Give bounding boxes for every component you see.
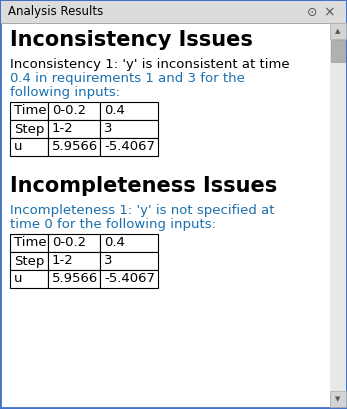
Text: 3: 3 (104, 123, 112, 135)
FancyBboxPatch shape (330, 23, 346, 407)
FancyBboxPatch shape (330, 23, 346, 39)
Text: time 0 for the following inputs:: time 0 for the following inputs: (10, 218, 216, 231)
Text: 0-0.2: 0-0.2 (52, 105, 86, 117)
Text: Incompleteness Issues: Incompleteness Issues (10, 176, 277, 196)
FancyBboxPatch shape (100, 252, 158, 270)
FancyBboxPatch shape (10, 234, 48, 252)
FancyBboxPatch shape (331, 40, 345, 62)
Text: Inconsistency 1: 'y' is inconsistent at time: Inconsistency 1: 'y' is inconsistent at … (10, 58, 290, 71)
Text: Time: Time (14, 236, 46, 249)
Text: 0-0.2: 0-0.2 (52, 236, 86, 249)
FancyBboxPatch shape (10, 252, 48, 270)
FancyBboxPatch shape (100, 138, 158, 156)
Text: -5.4067: -5.4067 (104, 272, 155, 285)
FancyBboxPatch shape (48, 120, 100, 138)
FancyBboxPatch shape (10, 120, 48, 138)
FancyBboxPatch shape (100, 234, 158, 252)
FancyBboxPatch shape (100, 120, 158, 138)
Text: 1-2: 1-2 (52, 123, 74, 135)
FancyBboxPatch shape (100, 102, 158, 120)
Text: following inputs:: following inputs: (10, 86, 120, 99)
FancyBboxPatch shape (330, 391, 346, 407)
FancyBboxPatch shape (10, 102, 48, 120)
FancyBboxPatch shape (48, 138, 100, 156)
FancyBboxPatch shape (100, 270, 158, 288)
Text: 5.9566: 5.9566 (52, 141, 98, 153)
FancyBboxPatch shape (10, 138, 48, 156)
FancyBboxPatch shape (10, 270, 48, 288)
Text: Step: Step (14, 254, 44, 267)
Text: ▼: ▼ (335, 396, 341, 402)
FancyBboxPatch shape (48, 270, 100, 288)
Text: 0.4 in requirements 1 and 3 for the: 0.4 in requirements 1 and 3 for the (10, 72, 245, 85)
Text: 1-2: 1-2 (52, 254, 74, 267)
Text: u: u (14, 141, 23, 153)
FancyBboxPatch shape (48, 252, 100, 270)
Text: ×: × (323, 5, 335, 19)
Text: Incompleteness 1: 'y' is not specified at: Incompleteness 1: 'y' is not specified a… (10, 204, 274, 217)
FancyBboxPatch shape (1, 1, 346, 23)
Text: ⊙: ⊙ (307, 5, 317, 18)
Text: Inconsistency Issues: Inconsistency Issues (10, 30, 253, 50)
Text: 0.4: 0.4 (104, 105, 125, 117)
Text: Time: Time (14, 105, 46, 117)
FancyBboxPatch shape (48, 102, 100, 120)
Text: 5.9566: 5.9566 (52, 272, 98, 285)
Text: -5.4067: -5.4067 (104, 141, 155, 153)
Text: Step: Step (14, 123, 44, 135)
Text: u: u (14, 272, 23, 285)
Text: 0.4: 0.4 (104, 236, 125, 249)
Text: ▲: ▲ (335, 28, 341, 34)
FancyBboxPatch shape (48, 234, 100, 252)
Text: 3: 3 (104, 254, 112, 267)
Text: Analysis Results: Analysis Results (8, 5, 103, 18)
